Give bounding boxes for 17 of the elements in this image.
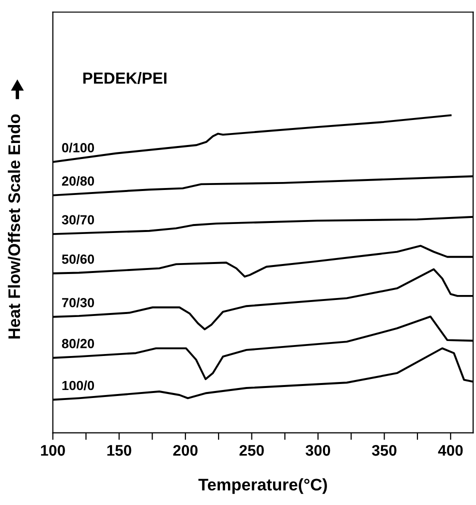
x-tick-label: 250 (240, 444, 264, 456)
series-label: 80/20 (62, 338, 94, 348)
series-label: 30/70 (62, 214, 94, 225)
series-label: 70/30 (62, 298, 94, 308)
series-label: 50/60 (62, 254, 94, 264)
x-tick-label: 200 (173, 444, 198, 456)
series-label: 0/100 (62, 142, 94, 153)
x-tick-label: 300 (306, 444, 330, 456)
x-axis-title: Temperature(°C) (198, 478, 327, 494)
legend-title: PEDEK/PEI (83, 72, 166, 84)
x-tick-label: 100 (41, 444, 65, 456)
x-tick-label: 350 (372, 444, 396, 456)
x-tick-label: 150 (107, 444, 132, 456)
series-label: 100/0 (62, 380, 94, 390)
y-axis-title: Heat Flow/Offset Scale Endo (8, 114, 20, 339)
x-tick-label: 400 (438, 444, 463, 456)
series-label: 20/80 (62, 176, 94, 186)
